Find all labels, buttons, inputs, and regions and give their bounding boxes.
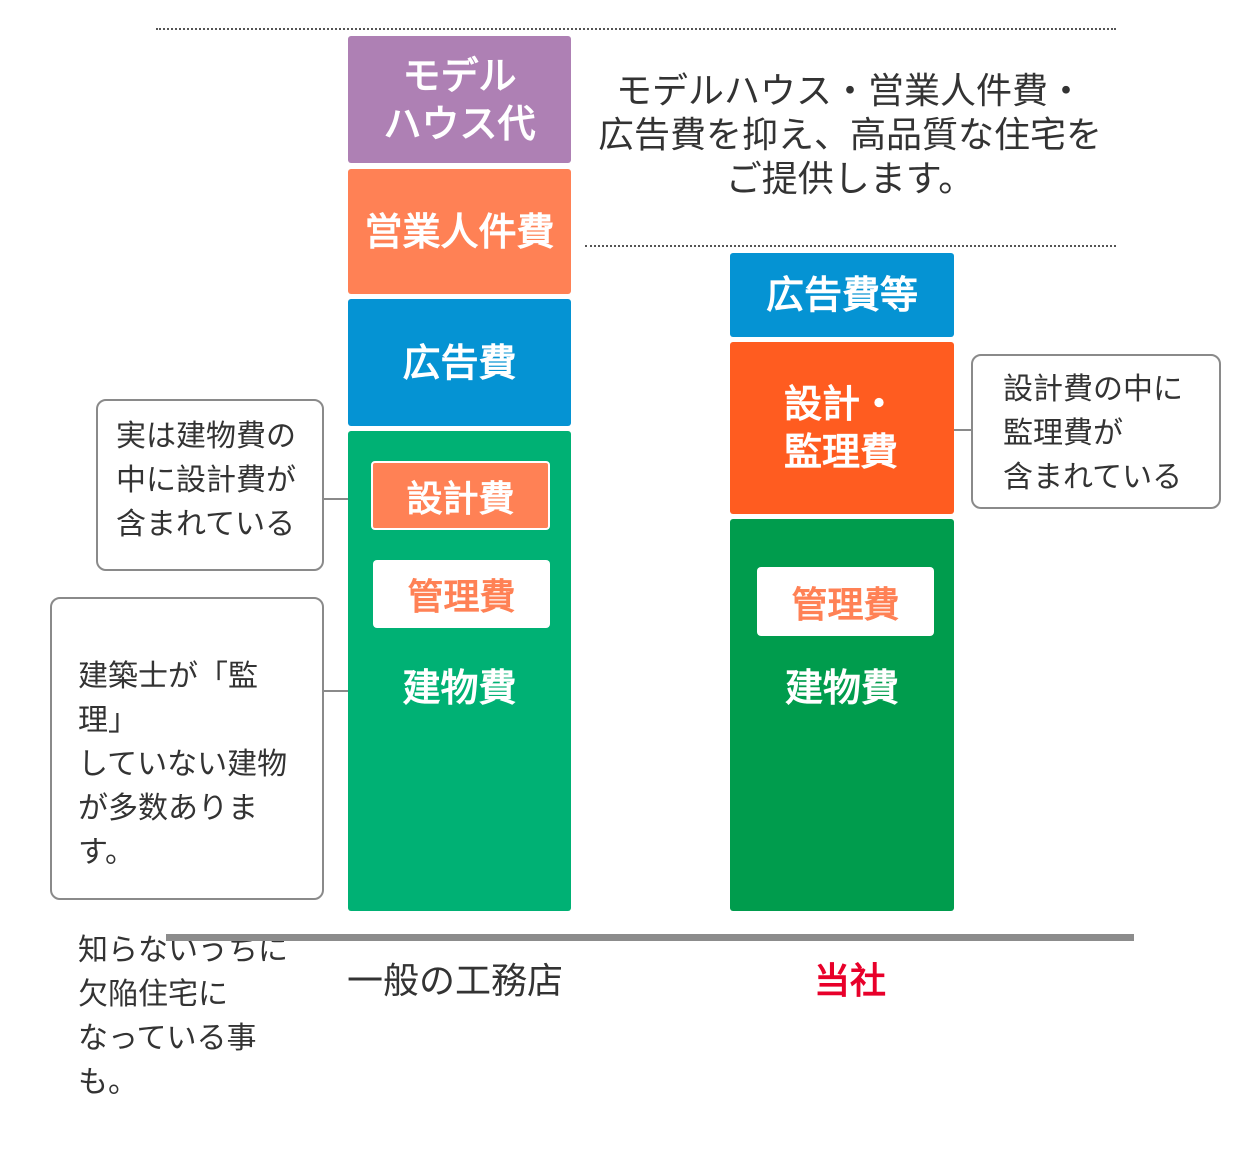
callout-design-fee-included: 実は建物費の 中に設計費が 含まれている xyxy=(96,399,324,571)
management-fee-label-general: 管理費 xyxy=(407,577,516,618)
callout-no-supervision-text-2: 知らないうちに 欠陥住宅に なっている事も。 xyxy=(78,933,288,1100)
advertising-label: 広告費 xyxy=(402,340,517,385)
callout-no-supervision: 建築士が「監理」 していない建物 が多数あります。 知らないうちに 欠陥住宅に … xyxy=(50,597,324,1100)
building-cost-label-general: 建物費 xyxy=(402,666,517,710)
connector-right xyxy=(954,429,972,431)
building-cost-label-general-wrap: 建物費 xyxy=(348,660,571,716)
connector-left-top xyxy=(323,498,348,500)
our-company-label: 当社 xyxy=(813,961,886,1002)
top-dotted-line xyxy=(156,28,1116,30)
management-fee-box-general: 管理費 xyxy=(373,560,550,628)
callout-no-supervision-text-1: 建築士が「監理」 していない建物 が多数あります。 xyxy=(78,659,288,870)
advertising-etc-segment: 広告費等 xyxy=(730,253,954,337)
connector-left-bottom xyxy=(323,690,348,692)
general-contractor-label: 一般の工務店 xyxy=(346,961,563,1002)
baseline xyxy=(166,934,1134,941)
callout-supervision-included: 設計費の中に 監理費が 含まれている xyxy=(971,354,1221,509)
management-fee-label-ours: 管理費 xyxy=(791,584,900,626)
sales-labor-label: 営業人件費 xyxy=(364,209,555,254)
cost-reduction-caption: モデルハウス・営業人件費・ 広告費を抑え、高品質な住宅を ご提供します。 xyxy=(597,71,1102,200)
advertising-etc-label: 広告費等 xyxy=(765,273,918,317)
design-fee-label: 設計費 xyxy=(406,478,515,520)
advertising-segment: 広告費 xyxy=(348,299,571,426)
building-cost-label-ours: 建物費 xyxy=(784,666,899,710)
sales-labor-segment: 営業人件費 xyxy=(348,169,571,294)
mid-dotted-line xyxy=(585,245,1116,247)
design-fee-box: 設計費 xyxy=(371,461,550,530)
model-house-segment: モデル ハウス代 xyxy=(348,36,571,163)
design-supervision-segment: 設計・ 監理費 xyxy=(730,342,954,514)
model-house-label: モデル ハウス代 xyxy=(383,53,536,146)
building-cost-label-ours-wrap: 建物費 xyxy=(730,660,954,716)
management-fee-box-ours: 管理費 xyxy=(757,567,934,636)
design-supervision-label: 設計・ 監理費 xyxy=(784,382,899,474)
